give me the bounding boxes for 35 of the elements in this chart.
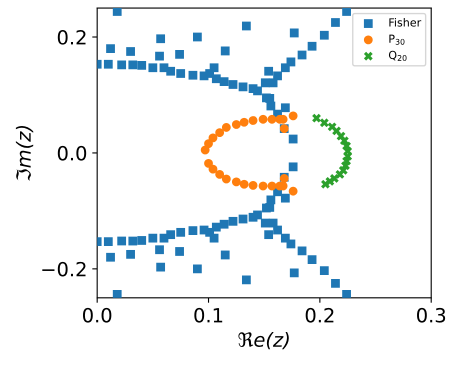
point (200, 146, 210, 154)
point (288, 111, 298, 120)
legend-label: Fisher (389, 18, 422, 27)
point (208, 133, 218, 142)
point (268, 182, 276, 190)
point (204, 158, 213, 168)
y-tick-label: 0.0 (58, 146, 86, 161)
point (312, 114, 321, 123)
point (288, 186, 298, 196)
point (240, 118, 249, 127)
point (222, 123, 231, 132)
point (215, 170, 224, 179)
point (248, 181, 258, 190)
point (208, 164, 218, 174)
legend-label: P$_{30}$ (389, 34, 404, 45)
point (222, 174, 231, 184)
point (232, 120, 241, 129)
legend-label: Q$_{20}$ (388, 50, 407, 61)
y-axis-title: ℑm(z) (16, 126, 34, 181)
x-axis-title: ℜe(z) (238, 332, 289, 350)
point (232, 178, 241, 186)
point (258, 182, 268, 190)
y-tick-label: −0.2 (42, 262, 86, 277)
point (240, 180, 249, 189)
point (320, 118, 329, 128)
x-tick-label: 0.3 (417, 308, 446, 323)
x-tick-label: 0.2 (306, 308, 334, 323)
point (268, 114, 276, 124)
point (215, 128, 224, 138)
x-tick-label: 0.1 (194, 308, 222, 323)
x-tick-label: 0.0 (83, 308, 112, 323)
y-tick-label: 0.2 (58, 30, 86, 45)
point (321, 180, 330, 189)
point (258, 114, 268, 124)
point (248, 116, 258, 125)
